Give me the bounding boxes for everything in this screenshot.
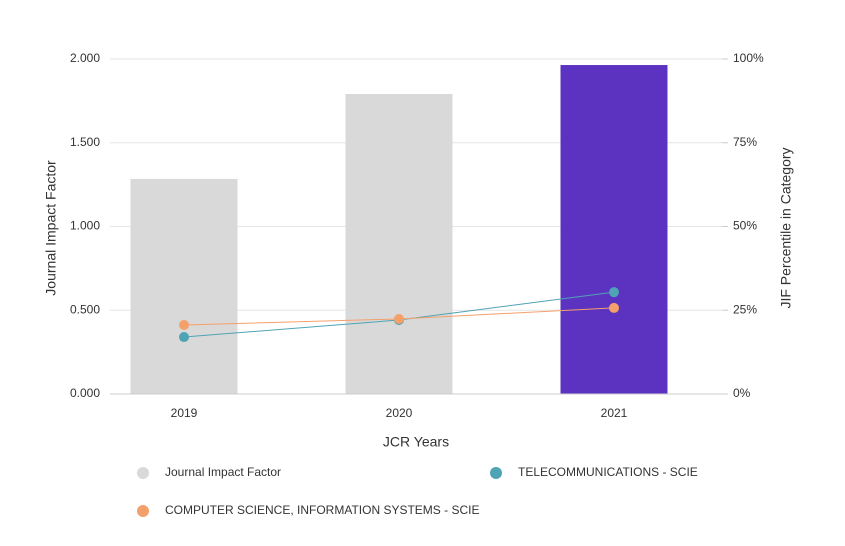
x-tick-label: 2021 [601, 406, 628, 420]
y2-tick-label: 0% [733, 386, 751, 400]
y2-tick-label: 100% [733, 51, 764, 65]
point [394, 313, 404, 324]
point [179, 319, 189, 330]
x-axis-label: JCR Years [383, 434, 449, 450]
legend-marker [490, 467, 502, 479]
y2-tick-label: 75% [733, 135, 757, 149]
y2-axis-label: JIF Percentile in Category [778, 147, 794, 308]
y-axis-label: Journal Impact Factor [43, 160, 59, 296]
y2-tick-label: 25% [733, 302, 757, 316]
x-tick-label: 2020 [386, 406, 413, 420]
point [609, 287, 619, 298]
y-tick-label: 0.000 [70, 386, 100, 400]
legend-label: TELECOMMUNICATIONS - SCIE [518, 465, 698, 479]
bar [130, 178, 238, 394]
y-tick-label: 1.000 [70, 219, 100, 233]
y2-tick-label: 50% [733, 219, 757, 233]
y-tick-label: 0.500 [70, 302, 100, 316]
point [179, 332, 189, 343]
y-tick-label: 1.500 [70, 135, 100, 149]
x-tick-label: 2019 [171, 406, 198, 420]
y-tick-label: 2.000 [70, 51, 100, 65]
legend-label: Journal Impact Factor [165, 465, 281, 479]
point [609, 302, 619, 313]
bar [345, 94, 453, 394]
legend-marker [137, 467, 149, 479]
legend-label: COMPUTER SCIENCE, INFORMATION SYSTEMS - … [165, 503, 479, 517]
bar [560, 65, 668, 394]
legend-marker [137, 505, 149, 517]
